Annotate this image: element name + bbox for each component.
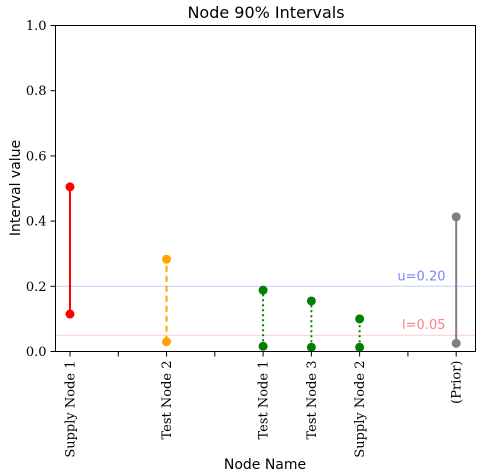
y-tick-label-1: 0.2 [26, 280, 47, 295]
plot-frame [55, 25, 476, 352]
interval-low-point-3 [306, 342, 316, 352]
x-tick-label-5: (Prior) [450, 361, 465, 404]
y-tick-label-3: 0.6 [26, 149, 47, 164]
interval-low-point-2 [258, 341, 268, 351]
chart-title: Node 90% Intervals [187, 3, 344, 22]
interval-low-point-1 [162, 337, 172, 347]
x-tick-label-4: Supply Node 2 [353, 361, 368, 458]
interval-low-point-5 [451, 338, 461, 348]
interval-low-point-4 [355, 342, 365, 352]
x-axis-label: Node Name [224, 457, 306, 473]
y-tick-label-5: 1.0 [26, 19, 47, 34]
ref-label-u: u=0.20 [397, 269, 445, 284]
reference-lines: u=0.20 l=0.05 [55, 269, 476, 336]
y-tick-label-0: 0.0 [26, 345, 47, 360]
interval-high-point-3 [306, 296, 316, 306]
y-tick-label-2: 0.4 [26, 215, 47, 230]
interval-high-point-5 [451, 212, 461, 222]
interval-low-point-0 [65, 309, 75, 319]
interval-high-point-0 [65, 182, 75, 192]
interval-high-point-2 [258, 285, 268, 295]
y-axis: 0.0 0.2 0.4 0.6 0.8 1.0 [26, 19, 56, 360]
interval-high-point-4 [355, 314, 365, 324]
x-tick-label-2: Test Node 1 [257, 361, 272, 440]
x-tick-label-0: Supply Node 1 [63, 361, 78, 458]
interval-high-point-1 [162, 254, 172, 264]
x-tick-label-1: Test Node 2 [160, 361, 175, 440]
x-tick-label-3: Test Node 3 [305, 361, 320, 440]
interval-series [65, 182, 461, 352]
y-axis-label: Interval value [8, 140, 24, 236]
ref-label-l: l=0.05 [402, 318, 445, 333]
y-tick-label-4: 0.8 [26, 84, 47, 99]
x-axis: Supply Node 1 Test Node 2 Test Node 1 Test … [63, 351, 465, 458]
